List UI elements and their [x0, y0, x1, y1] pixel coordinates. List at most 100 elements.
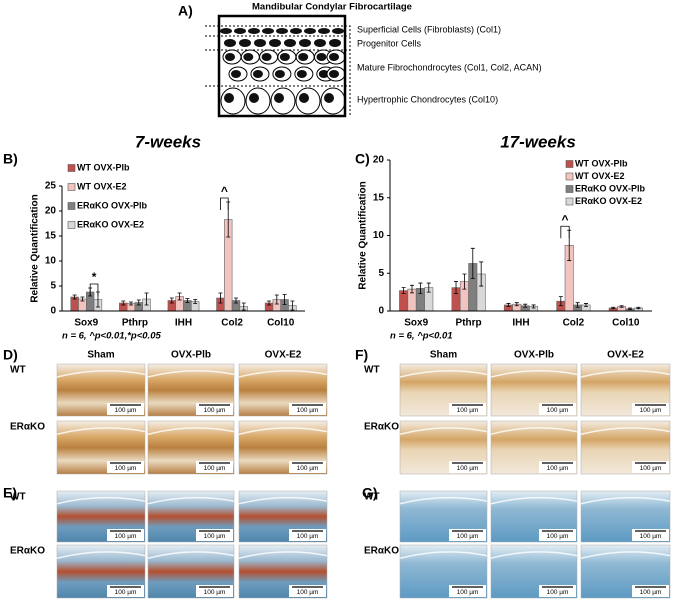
diagram-cells: [220, 28, 346, 115]
column-label: OVX-E2: [265, 350, 302, 361]
scale-bar-label: 100 µm: [547, 589, 569, 596]
error-bar: [575, 302, 580, 308]
column-label: OVX-Plb: [514, 350, 554, 361]
panel-label: D): [3, 347, 18, 363]
tissue-edge: [147, 496, 235, 505]
error-bar: [523, 303, 528, 308]
tissue-edge: [490, 551, 578, 559]
error-bar: [185, 298, 190, 303]
tissue-edge: [580, 496, 671, 505]
scale-bar-label: 100 µm: [457, 533, 479, 540]
y-tick-label: 10: [45, 256, 57, 267]
error-bar: [290, 300, 295, 311]
panel-label: B): [3, 151, 18, 167]
legend-label: ERαKO OVX-E2: [77, 219, 144, 229]
scale-bar-label: 100 µm: [457, 465, 479, 472]
x-tick-label: Col10: [612, 318, 640, 329]
diagram-title: Mandibular Condylar Fibrocartilage: [252, 2, 412, 13]
error-bar: [121, 300, 126, 306]
cell-nucleus: [296, 70, 307, 78]
scale-bar-label: 100 µm: [297, 533, 319, 540]
panel-label: G): [362, 485, 378, 501]
error-bar: [129, 301, 134, 306]
error-bar: [144, 292, 149, 306]
legend-label: ERαKO OVX-Plb: [77, 200, 148, 210]
error-bar: [514, 302, 519, 307]
scale-bar-box: [196, 585, 233, 597]
legend-swatch: [67, 202, 76, 210]
y-tick-label: 5: [50, 281, 56, 292]
cell-nucleus: [318, 70, 329, 78]
legend-label: WT OVX-Plb: [575, 158, 628, 168]
layer-label: Progenitor Cells: [357, 38, 422, 48]
panel-label: A): [178, 3, 193, 19]
scale-bar-box: [449, 461, 486, 473]
x-tick-label: Pthrp: [122, 318, 148, 329]
cell: [234, 28, 246, 34]
cell: [318, 28, 330, 34]
row-label: WT: [10, 365, 26, 376]
scale-bar-box: [632, 585, 669, 597]
tissue-edge: [580, 551, 671, 559]
cell-nucleus: [252, 70, 263, 78]
row-label: ERαKO: [364, 422, 399, 433]
tissue-edge: [147, 427, 235, 435]
error-bar: [619, 305, 624, 308]
x-tick-label: Sox9: [74, 318, 98, 329]
cell: [248, 28, 260, 34]
cell: [269, 39, 281, 47]
y-tick-label: 10: [373, 230, 385, 241]
scale-bar-box: [107, 403, 144, 415]
significance-marker: ^: [221, 184, 228, 198]
scale-bar-label: 100 µm: [547, 533, 569, 540]
cell-nucleus: [231, 70, 241, 78]
scale-bar-label: 100 µm: [297, 589, 319, 596]
error-bar: [136, 299, 141, 306]
layer-label: Superficial Cells (Fibroblasts) (Col1): [357, 24, 501, 34]
cell: [254, 39, 266, 47]
legend-label: ERαKO OVX-E2: [575, 196, 642, 206]
cell-nucleus: [261, 53, 272, 61]
column-label: Sham: [87, 350, 114, 361]
tissue-edge: [580, 370, 671, 378]
chart-title: 7-weeks: [135, 132, 201, 151]
tissue-edge: [580, 427, 671, 435]
y-tick-label: 20: [45, 206, 57, 217]
tissue-edge: [490, 427, 578, 435]
scale-bar-box: [289, 585, 326, 597]
error-bar: [401, 287, 406, 295]
scale-bar-box: [632, 529, 669, 541]
tissue-edge: [238, 370, 328, 378]
cell: [239, 39, 251, 47]
cell-nucleus: [329, 53, 339, 61]
scale-bar-box: [196, 403, 233, 415]
tissue-edge: [147, 370, 235, 378]
x-tick-label: Col10: [267, 318, 295, 329]
cell: [332, 28, 344, 34]
scale-bar-label: 100 µm: [547, 407, 569, 414]
scale-bar-box: [289, 529, 326, 541]
tissue-edge: [399, 496, 488, 505]
layer-label: Mature Fibrochondrocytes (Col1, Col2, AC…: [357, 62, 542, 72]
row-label: ERαKO: [10, 422, 45, 433]
column-label: OVX-E2: [607, 350, 644, 361]
cell: [299, 39, 311, 47]
panel-label: E): [3, 485, 17, 501]
error-bar: [462, 273, 467, 290]
scale-bar-label: 100 µm: [297, 465, 319, 472]
scale-bar-box: [632, 403, 669, 415]
significance-bracket: [220, 197, 229, 210]
error-bar: [479, 261, 484, 287]
scale-bar-box: [196, 461, 233, 473]
cell-nucleus: [279, 53, 290, 61]
scale-bar-box: [632, 461, 669, 473]
y-tick-label: 15: [45, 231, 57, 242]
legend-swatch: [67, 183, 76, 191]
legend-swatch: [67, 164, 76, 172]
note: n = 6, ^p<0.01: [390, 331, 453, 342]
cell-nucleus: [224, 93, 234, 103]
cell-nucleus: [299, 93, 309, 103]
error-bar: [636, 306, 641, 310]
error-bar: [72, 294, 77, 300]
